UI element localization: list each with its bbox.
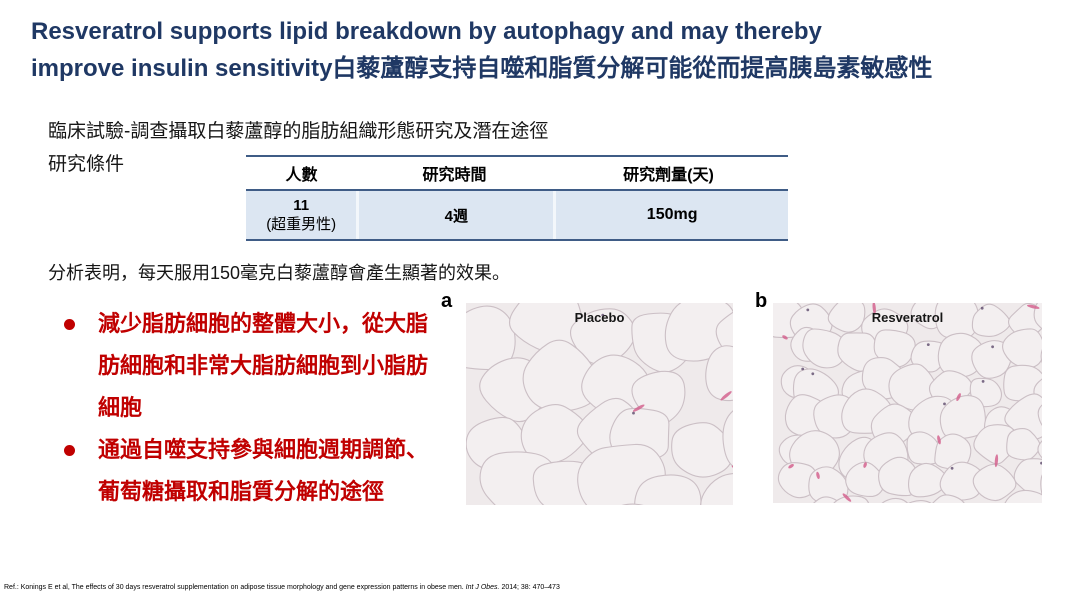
slide-title-line2-en: improve insulin sensitivity (31, 55, 333, 82)
figure-panel-letter-a: a (441, 290, 453, 312)
table-header-duration: 研究時間 (422, 167, 487, 184)
study-duration: 4週 (444, 207, 468, 225)
bullet-icon (64, 319, 75, 330)
table-header-dose: 研究劑量(天) (623, 167, 714, 184)
table-header-row: 人數 研究時間 研究劑量(天) (246, 157, 788, 191)
subjects-count: 11 (293, 197, 310, 214)
list-item: 通過自噬支持參與細胞週期調節、葡萄糖攝取和脂質分解的途徑 (62, 429, 440, 513)
table-cell-duration: 4週 (356, 191, 553, 239)
bullet-icon (64, 445, 75, 456)
slide-title-line2-zh: 白藜蘆醇支持自噬和脂質分解可能從而提高胰島素敏感性 (332, 55, 933, 82)
list-item: 減少脂肪細胞的整體大小，從大脂肪細胞和非常大脂肪細胞到小脂肪細胞 (62, 303, 440, 429)
resveratrol-histology-image (773, 303, 1042, 503)
table-cell-subjects: 11 (超重男性) (246, 191, 356, 239)
resveratrol-figure-label: Resveratrol (871, 310, 944, 325)
reference-text: Ref.: Konings E et al, The effects of 30… (4, 584, 466, 591)
table-header-subjects: 人數 (285, 167, 318, 184)
reference-journal: Int J Obes. (465, 584, 500, 591)
study-heading: 臨床試驗-調查攝取白藜蘆醇的脂肪組織形態研究及潛在途徑 (48, 121, 549, 142)
slide-title-line1: Resveratrol supports lipid breakdown by … (31, 18, 822, 45)
finding-text: 減少脂肪細胞的整體大小，從大脂肪細胞和非常大脂肪細胞到小脂肪細胞 (98, 311, 429, 420)
placebo-histology-figure: Placebo (466, 303, 733, 505)
resveratrol-histology-figure: Resveratrol (773, 303, 1042, 503)
study-conditions-table: 人數 研究時間 研究劑量(天) 11 (超重男性) 4週 150mg (246, 155, 788, 241)
study-conditions-label: 研究條件 (48, 154, 125, 175)
table-cell-dose: 150mg (553, 191, 788, 239)
placebo-histology-image (466, 303, 733, 505)
finding-text: 通過自噬支持參與細胞週期調節、葡萄糖攝取和脂質分解的途徑 (98, 437, 429, 504)
reference-citation: Ref.: Konings E et al, The effects of 30… (4, 584, 560, 591)
figure-panel-letter-b: b (755, 290, 768, 312)
slide-title: Resveratrol supports lipid breakdown by … (31, 13, 1041, 87)
reference-issue: 2014; 38: 470–473 (499, 584, 560, 591)
study-dose: 150mg (646, 206, 698, 223)
findings-list: 減少脂肪細胞的整體大小，從大脂肪細胞和非常大脂肪細胞到小脂肪細胞 通過自噬支持參… (62, 303, 440, 513)
placebo-figure-label: Placebo (574, 310, 625, 325)
table-row: 11 (超重男性) 4週 150mg (246, 191, 788, 241)
analysis-statement: 分析表明，每天服用150毫克白藜蘆醇會產生顯著的效果。 (48, 263, 511, 283)
subjects-note: (超重男性) (266, 216, 337, 233)
